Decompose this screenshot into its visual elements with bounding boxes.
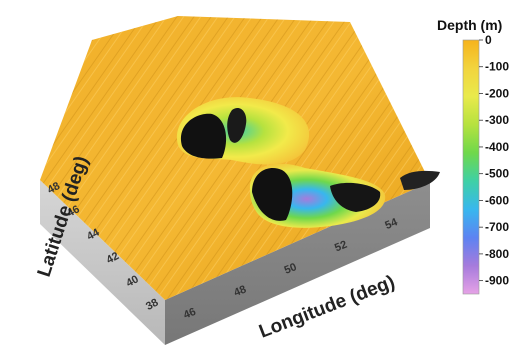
x-tick-label: 52 xyxy=(333,239,349,255)
colorbar-tick-label: -600 xyxy=(485,193,509,207)
colorbar: Depth (m) 0 -100 -200 -300 -400 -500 -600 -700 -… xyxy=(437,17,509,295)
basin-east-edge xyxy=(400,170,440,190)
colorbar-title: Depth (m) xyxy=(437,17,502,33)
colorbar-tick-label: -900 xyxy=(485,274,509,288)
y-tick-label: 38 xyxy=(144,297,160,313)
colorbar-tick-label: -100 xyxy=(485,60,509,74)
colorbar-tick-label: -300 xyxy=(485,113,509,127)
block-front-face xyxy=(40,180,165,345)
basin-north xyxy=(176,97,310,165)
y-tick-label: 46 xyxy=(65,203,81,219)
x-tick-label: 48 xyxy=(232,283,248,299)
x-tick-label: 50 xyxy=(283,261,299,277)
x-axis-ticks: 46 48 50 52 54 xyxy=(182,216,400,322)
colorbar-tick-label: -800 xyxy=(485,247,509,261)
colorbar-ticks: 0 -100 -200 -300 -400 -500 -600 -700 -800 -900 xyxy=(479,33,509,288)
y-tick-label: 48 xyxy=(46,180,62,196)
colorbar-tick-label: -400 xyxy=(485,140,509,154)
y-tick-label: 42 xyxy=(105,250,121,266)
colorbar-tick-label: 0 xyxy=(485,33,492,47)
y-tick-label: 40 xyxy=(124,273,140,289)
x-tick-label: 46 xyxy=(182,306,198,322)
colorbar-tick-label: -200 xyxy=(485,86,509,100)
colorbar-ramp xyxy=(462,39,480,295)
colorbar-tick-label: -700 xyxy=(485,220,509,234)
basin-south xyxy=(249,163,386,228)
x-tick-label: 54 xyxy=(383,216,400,232)
block-right-face xyxy=(165,182,430,345)
colorbar-tick-label: -500 xyxy=(485,167,509,181)
